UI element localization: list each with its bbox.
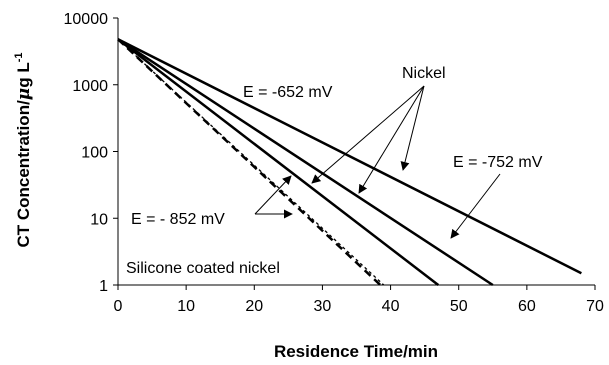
annotation-e652: E = -652 mV (243, 84, 333, 101)
arrow-e752-label (450, 173, 501, 239)
series-line-2 (117, 38, 494, 287)
x-tick-label: 60 (518, 298, 536, 315)
arrow-e852-up (254, 175, 292, 215)
x-tick-label: 40 (382, 298, 400, 315)
x-tick-label: 30 (314, 298, 332, 315)
y-axis-title-main: CT Concentration/ (14, 100, 33, 248)
y-ticks: 1 10 100 1000 10000 (64, 11, 118, 295)
x-tick-label: 50 (450, 298, 468, 315)
x-tick-label: 70 (586, 298, 604, 315)
y-tick-label: 1000 (72, 78, 108, 95)
y-axis-title-sup: -1 (13, 52, 25, 62)
annotation-e752: E = -752 mV (453, 154, 543, 171)
annotation-nickel: Nickel (402, 65, 446, 82)
arrow-nickel-to-e652 (400, 85, 425, 171)
x-tick-label: 0 (114, 298, 123, 315)
x-tick-label: 20 (245, 298, 263, 315)
series-line-3 (117, 38, 440, 286)
x-ticks: 0 10 20 30 40 50 60 70 (114, 285, 604, 315)
y-tick-label: 1 (99, 278, 108, 295)
series-line-1 (117, 38, 582, 275)
annotation-e852: E = - 852 mV (131, 211, 225, 228)
series-line-4 (117, 38, 382, 286)
y-axis-title-unit: g L (14, 62, 33, 88)
y-tick-label: 100 (81, 145, 108, 162)
y-axis-title: CT Concentration/μg L-1 (13, 52, 34, 247)
series-layer (117, 38, 582, 287)
annotation-silicone: Silicone coated nickel (126, 260, 280, 277)
arrow-nickel-to-e852 (311, 85, 425, 184)
y-tick-label: 10 (90, 211, 108, 228)
x-tick-label: 10 (177, 298, 195, 315)
y-axis-title-mu: μ (14, 88, 34, 100)
series-line-5 (117, 38, 385, 286)
y-tick-label: 10000 (64, 11, 109, 28)
x-axis-title: Residence Time/min (274, 342, 438, 361)
arrow-nickel-to-e752 (358, 85, 425, 194)
